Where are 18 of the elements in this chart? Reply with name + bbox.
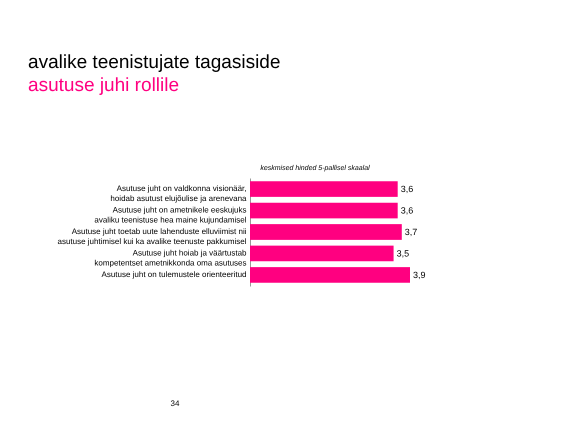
chart-subtitle: asutuse juhi rollile [28, 75, 180, 96]
bar [250, 181, 398, 197]
data-label: 3,6 [400, 184, 414, 194]
data-label: 3,6 [400, 206, 414, 216]
bar [250, 246, 394, 262]
bar [250, 202, 398, 218]
data-label: 3,7 [404, 227, 418, 237]
bar [250, 224, 402, 240]
y-tick-label: Asutuse juht on tulemustele orienteeritud [102, 270, 246, 279]
chart-title: avalike teenistujate tagasiside [28, 52, 280, 73]
data-label: 3,9 [413, 270, 426, 280]
bar [250, 267, 410, 283]
data-label: 3,5 [396, 248, 410, 258]
y-tick-label: Asutuse juht hoiab ja väärtustab kompetentset ametnikkonda oma asutuses [94, 248, 248, 268]
y-tick-label: Asutuse juht on ametnikele eeskujuks avaliku teenistuse hea maine kujundamisel [94, 206, 247, 225]
y-tick-label: Asutuse juht toetab uute lahenduste elluviimist nii asutuse juhtimisel kui ka avalike teenuste pakkumisel [58, 227, 247, 246]
y-tick-label: Asutuse juht on valdkonna visionäär, hoidab asutust elujõulise ja arenevana [110, 184, 248, 204]
text: 34 [170, 399, 180, 408]
